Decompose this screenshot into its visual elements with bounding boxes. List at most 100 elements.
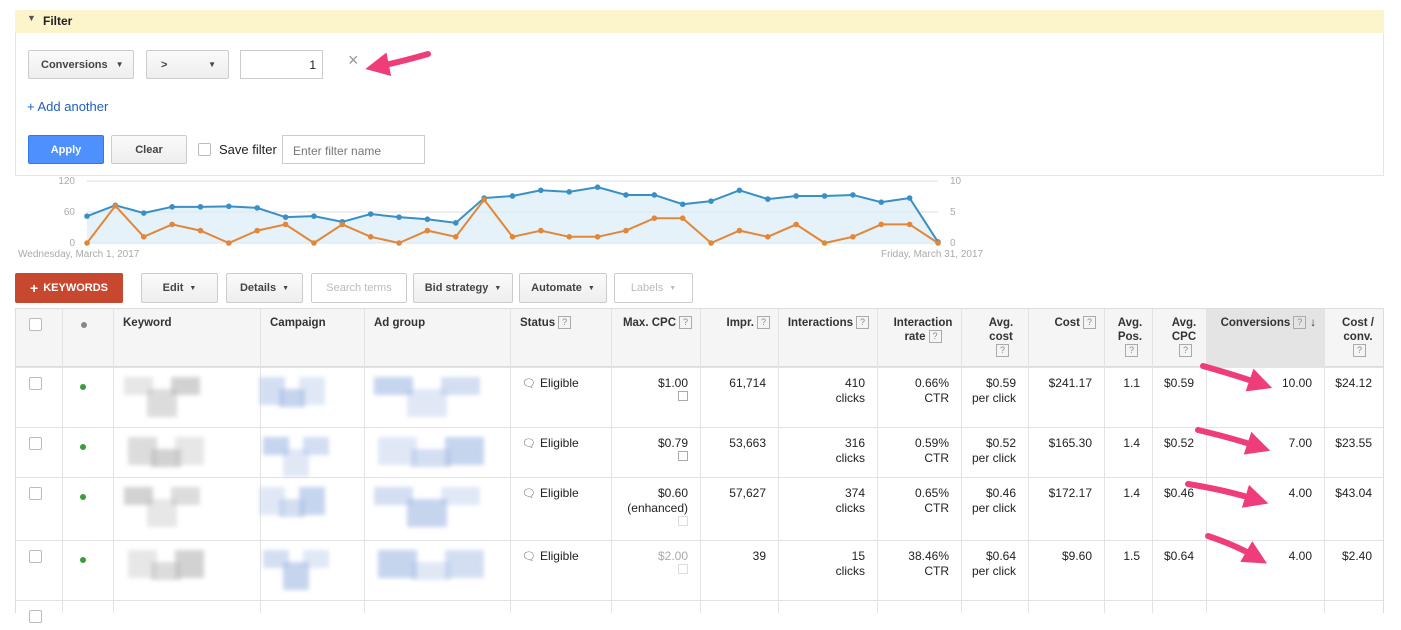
point — [396, 214, 402, 220]
point — [481, 196, 487, 203]
button-label: Edit — [162, 282, 184, 294]
point — [226, 203, 232, 210]
help-icon — [757, 316, 770, 330]
point — [452, 234, 459, 240]
column-header[interactable]: Avg. Pos. — [1116, 316, 1144, 358]
filter-header[interactable] — [15, 10, 1384, 33]
column-header[interactable]: Avg. CPC — [1170, 316, 1198, 358]
column-header[interactable]: Keyword — [123, 316, 254, 330]
column-header[interactable]: Interactions — [786, 316, 869, 330]
cell-value: Eligible — [539, 436, 579, 450]
header-label: Avg. CPC — [1171, 317, 1197, 343]
cell-value: 0.59% — [914, 436, 949, 450]
field-label: Conversions — [41, 58, 108, 71]
cell: 61,714 — [706, 376, 766, 391]
redacted-block — [407, 499, 447, 527]
status-dot — [80, 557, 86, 563]
caret: ▼ — [669, 284, 677, 292]
redacted-block — [151, 449, 181, 467]
row-checkbox[interactable] — [29, 550, 42, 563]
header-label: Ad group — [374, 317, 426, 329]
row-checkbox[interactable] — [29, 487, 42, 500]
toolbar-button[interactable]: Details ▼ — [226, 273, 303, 303]
add-another-link[interactable]: + Add another — [27, 99, 109, 114]
column-header[interactable]: Interaction rate — [893, 316, 953, 344]
row-checkbox[interactable] — [29, 437, 42, 450]
column-header[interactable]: Impr. — [708, 316, 770, 330]
add-keywords-button[interactable]: + KEYWORDS — [15, 273, 123, 303]
cell-value: 1.1 — [1123, 376, 1140, 390]
table-header — [16, 309, 1383, 367]
toolbar-button[interactable]: Automate ▼ — [519, 273, 607, 303]
point — [935, 240, 941, 246]
row-checkbox[interactable] — [29, 377, 42, 390]
column-header[interactable]: Cost / conv. — [1340, 316, 1376, 358]
row-checkbox[interactable] — [29, 610, 42, 623]
redacted-block — [279, 389, 305, 407]
cell-value: 1.4 — [1123, 436, 1140, 450]
point — [594, 184, 601, 190]
cell: $172.17 — [1034, 486, 1092, 501]
header-label: Conversions — [1220, 317, 1291, 329]
cell-value: $172.17 — [1048, 486, 1092, 500]
redacted-block — [124, 487, 154, 505]
toolbar-button[interactable]: Labels ▼ — [614, 273, 693, 303]
column-divider — [364, 309, 365, 613]
column-header[interactable]: Ad group — [374, 316, 504, 330]
column-header[interactable]: Conversions ↓ — [1214, 316, 1316, 330]
filter-name-input[interactable]: Enter filter name — [282, 135, 425, 164]
cell-note: CTR — [924, 391, 949, 405]
collapse-icon[interactable]: ▼ — [27, 13, 36, 23]
toolbar-button[interactable]: Edit ▼ — [141, 273, 218, 303]
cell: 🗨 Eligible — [522, 376, 605, 392]
column-header[interactable]: Max. CPC — [619, 316, 692, 330]
value-input[interactable]: 1 — [240, 50, 323, 79]
column-divider — [961, 309, 962, 613]
save-checkbox[interactable] — [198, 143, 211, 156]
header-label: Status — [520, 317, 556, 329]
cell-note: clicks — [835, 564, 865, 578]
cell: 53,663 — [706, 436, 766, 451]
toolbar-button[interactable]: Search terms — [311, 273, 407, 303]
caret: ▼ — [494, 284, 502, 292]
cell: 1.4 — [1110, 486, 1140, 501]
row-divider — [16, 477, 1383, 478]
header-checkbox[interactable] — [29, 318, 42, 331]
cell: 🗨 Eligible — [522, 486, 605, 502]
cell-value: 410 — [844, 376, 865, 390]
field-dropdown[interactable]: Conversions ▼ — [28, 50, 134, 79]
toolbar-button[interactable]: Bid strategy ▼ — [413, 273, 513, 303]
column-header[interactable]: Cost — [1036, 316, 1096, 330]
point — [254, 227, 260, 234]
column-header[interactable]: Avg. cost — [982, 316, 1020, 358]
point — [906, 195, 913, 201]
button-label: Details — [239, 282, 277, 294]
column-divider — [1152, 309, 1153, 613]
cell-note: per click — [971, 564, 1016, 578]
redacted-block — [170, 377, 200, 395]
caret: ▼ — [587, 284, 595, 292]
column-header[interactable]: Status — [520, 316, 605, 330]
button-label: Bid strategy — [424, 282, 489, 294]
edit-icon[interactable] — [678, 451, 688, 461]
column-header[interactable]: Campaign — [270, 316, 358, 330]
operator-dropdown[interactable]: > ▼ — [146, 50, 229, 79]
edit-icon[interactable] — [678, 391, 688, 401]
cell: 1.4 — [1110, 436, 1140, 451]
operator-label: > — [161, 58, 168, 71]
edit-icon[interactable] — [678, 564, 688, 574]
comment-icon: 🗨 — [522, 438, 536, 450]
cell: $0.52 — [1158, 436, 1194, 451]
cell: 0.65% CTR — [883, 486, 949, 516]
cell-value: $0.64 — [985, 549, 1016, 563]
cell-value: 1.4 — [1123, 486, 1140, 500]
apply-button[interactable]: Apply — [28, 135, 104, 164]
cell: $0.64 — [1158, 549, 1194, 564]
row-divider — [16, 600, 1383, 601]
edit-icon[interactable] — [678, 516, 688, 526]
clear-button[interactable]: Clear — [111, 135, 187, 164]
cell: $0.64 per click — [967, 549, 1016, 579]
caret: ▼ — [282, 284, 289, 292]
redacted-block — [170, 487, 200, 505]
remove-icon[interactable]: × — [348, 50, 359, 70]
